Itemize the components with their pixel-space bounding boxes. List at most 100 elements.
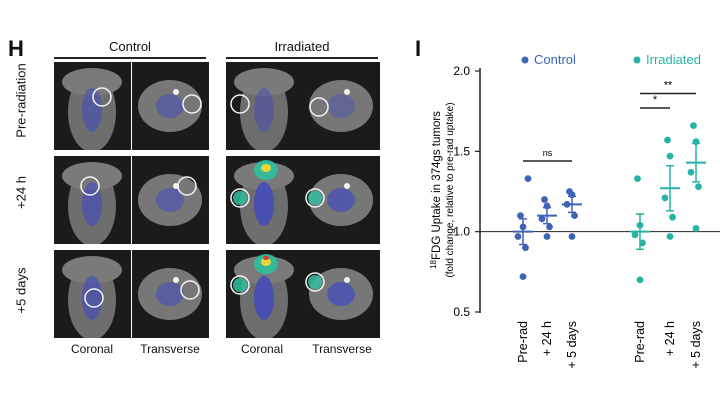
data-point [519, 273, 527, 281]
y-tick-label: 2.0 [453, 64, 470, 78]
scan-24h-transverse-control [132, 156, 209, 244]
tumor-signal [308, 275, 322, 289]
irradiated-group-title: Irradiated [274, 39, 330, 54]
significance-annotations: ns*** [523, 79, 696, 162]
irradiated-group-rule [226, 57, 378, 59]
tumor-roi-circle [230, 94, 250, 114]
tumor-roi-circle [230, 188, 250, 208]
body-silhouette-upper [234, 68, 294, 96]
bone-highlight [173, 277, 179, 283]
tumor-roi-circle [182, 94, 202, 114]
data-point [543, 233, 551, 240]
column-label-transverse-control: Transverse [140, 342, 200, 356]
y-tick-label: 1.0 [453, 225, 470, 239]
data-point [639, 239, 646, 247]
tumor-roi-circle [180, 280, 200, 300]
tumor-signal [233, 278, 247, 292]
data-point [514, 233, 522, 240]
legend-marker [633, 56, 641, 64]
legend-label: Control [534, 52, 576, 67]
scan-pre-radiation-coronal-control [54, 62, 131, 150]
scan-24h-coronal-irradiated [226, 156, 303, 244]
tumor-signal [233, 191, 247, 205]
data-point [692, 225, 700, 232]
x-category-label: + 24 h [663, 321, 677, 356]
body-silhouette [138, 174, 202, 226]
data-point [524, 175, 532, 183]
column-label-transverse-irradiated: Transverse [312, 342, 372, 356]
body-silhouette [138, 80, 202, 132]
bone-highlight [344, 277, 350, 283]
tumor-roi-circle [309, 97, 329, 117]
fdg-uptake-chart: 18FDG Uptake in 374gs tumors (fold chang… [429, 52, 720, 369]
pet-hotspot-peak [263, 256, 269, 260]
data-point [661, 194, 669, 202]
x-category-label: Pre-rad [516, 321, 530, 363]
y-axis-label: 18FDG Uptake in 374gs tumors [429, 111, 443, 269]
y-tick-label: 0.5 [453, 305, 470, 319]
data-point [571, 212, 578, 220]
pet-signal [82, 88, 102, 132]
scan-pre-radiation-transverse-control [132, 62, 209, 150]
pet-signal [254, 88, 274, 132]
row-label-pre-radiation: Pre-radiation [13, 63, 29, 138]
data-point [695, 183, 702, 191]
bone-highlight [344, 89, 350, 95]
tumor-roi-circle [305, 272, 325, 292]
column-label-coronal-irradiated: Coronal [240, 342, 284, 356]
row-label-5days: +5 days [13, 267, 29, 314]
significance-label: * [653, 94, 658, 106]
data-point [566, 188, 573, 195]
chart-legend: Control Irradiated [521, 52, 701, 67]
significance-label: ** [664, 79, 673, 91]
body-silhouette-upper [62, 162, 122, 190]
x-category-label: + 24 h [540, 321, 554, 356]
data-point [687, 168, 695, 176]
bone-highlight [173, 89, 179, 95]
panel-h-letter: H [8, 36, 24, 61]
legend-marker [521, 56, 529, 64]
data-point [517, 212, 524, 220]
scan-24h-transverse-irradiated [303, 156, 380, 244]
data-point [541, 196, 548, 203]
tumor-roi-circle [92, 87, 112, 107]
pet-hotspot-core [261, 258, 271, 266]
x-category-label: Pre-rad [633, 321, 647, 363]
scan-pre-radiation-transverse-irradiated [303, 62, 380, 150]
tumor-roi-circle [305, 188, 325, 208]
y-axis-label-main: FDG Uptake in 374gs tumors [431, 111, 443, 260]
bone-highlight [344, 183, 350, 189]
tumor-signal [308, 191, 322, 205]
scan-24h-coronal-control [54, 156, 131, 244]
pet-signal [82, 182, 102, 226]
pet-signal [327, 94, 355, 118]
pet-signal [327, 282, 355, 306]
data-marks [513, 122, 706, 284]
scan-5days-transverse-irradiated [303, 250, 380, 338]
tumor-roi-circle [84, 288, 104, 308]
scan-pre-radiation-coronal-irradiated [226, 62, 303, 150]
data-point [669, 213, 676, 221]
pet-signal [254, 182, 274, 226]
data-point [664, 136, 671, 144]
body-silhouette [309, 80, 373, 132]
data-point [690, 122, 697, 130]
data-point [666, 152, 674, 160]
control-group-rule [54, 57, 206, 59]
scan-5days-transverse-control [132, 250, 209, 338]
data-point [568, 233, 576, 240]
legend-label: Irradiated [646, 52, 701, 67]
tumor-roi-circle [177, 176, 197, 196]
pet-signal [156, 94, 184, 118]
y-tick-label: 1.5 [453, 144, 470, 158]
data-point [538, 215, 546, 223]
y-axis-label-superscript: 18 [429, 259, 438, 268]
pet-signal [327, 188, 355, 212]
data-point [636, 276, 644, 284]
x-category-label: + 5 days [565, 321, 579, 369]
tumor-roi-circle [230, 275, 250, 295]
data-point [522, 244, 529, 252]
scan-5days-coronal-irradiated [226, 250, 303, 338]
data-point [666, 233, 674, 240]
scan-5days-coronal-control [54, 250, 131, 338]
